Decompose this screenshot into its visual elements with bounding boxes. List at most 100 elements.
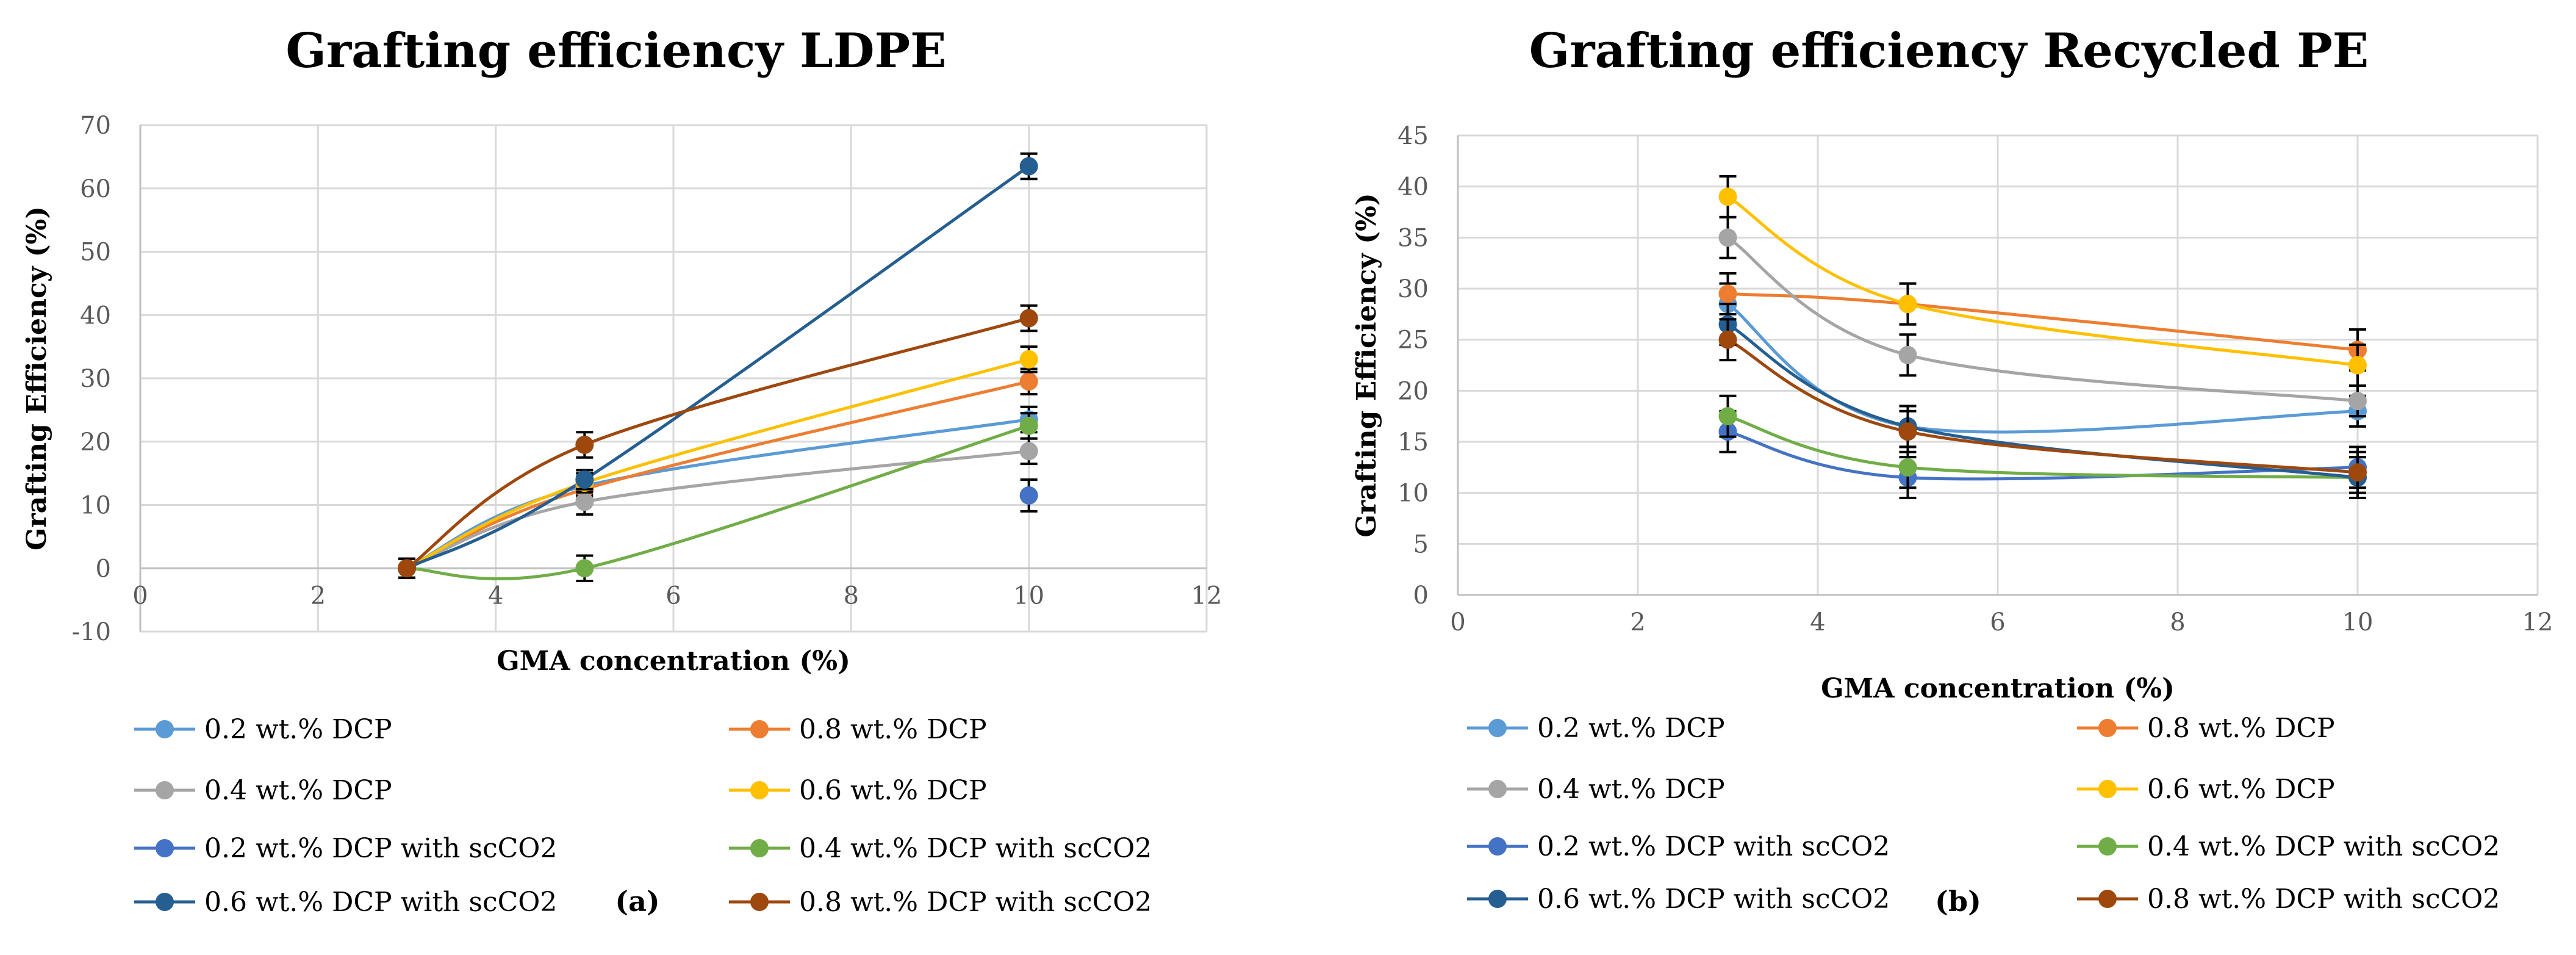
data-point: [1019, 416, 1038, 435]
y-tick-label: 30: [1397, 275, 1429, 303]
x-tick-label: 8: [2170, 608, 2185, 636]
y-tick-label: 40: [80, 301, 111, 330]
data-point: [2348, 392, 2367, 411]
data-point: [1019, 157, 1038, 176]
chart-title: Grafting efficiency Recycled PE: [1529, 23, 2369, 79]
data-point: [1019, 442, 1038, 461]
legend-swatch-marker: [750, 893, 769, 911]
legend: 0.2 wt.% DCP 0.8 wt.% DCP 0.4 wt.% DCP 0.6 …: [1467, 713, 2500, 915]
legend-item: 0.2 wt.% DCP with scCO2: [134, 833, 557, 864]
y-tick-label: 70: [80, 112, 111, 140]
chart-panel-2: Grafting efficiency Recycled PE051015202…: [1351, 23, 2553, 918]
x-tick-label: 4: [1810, 608, 1825, 636]
data-point: [575, 470, 594, 489]
chart-title: Grafting efficiency LDPE: [285, 23, 946, 79]
y-tick-label: 0: [96, 555, 111, 583]
series-line: [1727, 303, 2358, 434]
data-point: [1718, 407, 1737, 426]
y-axis-title: Grafting Efficiency (%): [1351, 193, 1382, 537]
legend-swatch-marker: [156, 893, 174, 911]
y-tick-label: 60: [80, 175, 111, 203]
data-point: [575, 559, 594, 578]
panel-label: (b): [1935, 885, 1981, 918]
legend-swatch-marker: [2098, 890, 2117, 908]
series-line: [406, 165, 1030, 570]
legend-label: 0.8 wt.% DCP: [799, 714, 987, 745]
x-tick-label: 4: [488, 582, 503, 610]
legend-item: 0.8 wt.% DCP: [729, 714, 987, 745]
legend-swatch-marker: [156, 781, 174, 799]
legend-item: 0.6 wt.% DCP: [2077, 774, 2335, 805]
legend-item: 0.4 wt.% DCP with scCO2: [729, 833, 1152, 864]
data-point: [575, 435, 594, 454]
legend-item: 0.2 wt.% DCP with scCO2: [1467, 831, 1890, 862]
data-point: [1898, 295, 1917, 314]
data-point: [1019, 350, 1038, 369]
legend-label: 0.4 wt.% DCP: [204, 775, 392, 806]
legend-item: 0.2 wt.% DCP: [134, 714, 392, 745]
legend-label: 0.6 wt.% DCP: [799, 775, 987, 806]
y-tick-label: 0: [1413, 582, 1429, 610]
x-tick-label: 12: [1191, 582, 1222, 610]
series-line: [1727, 292, 2358, 351]
x-tick-label: 10: [2342, 608, 2373, 636]
y-axis-title: Grafting Efficiency (%): [21, 206, 52, 550]
x-axis-title: GMA concentration (%): [497, 646, 850, 677]
x-tick-label: 0: [132, 582, 148, 610]
x-tick-label: 0: [1450, 608, 1465, 636]
data-point: [1019, 309, 1038, 328]
chart-panel-1: Grafting efficiency LDPE-100102030405060…: [21, 23, 1222, 918]
x-tick-label: 2: [310, 582, 326, 610]
legend: 0.2 wt.% DCP 0.8 wt.% DCP 0.4 wt.% DCP 0.6 …: [134, 714, 1152, 918]
series-line: [1727, 338, 2358, 474]
x-tick-label: 6: [666, 582, 681, 610]
legend-item: 0.6 wt.% DCP: [729, 775, 987, 806]
series-line: [1727, 430, 2358, 481]
legend-label: 0.6 wt.% DCP: [2147, 774, 2335, 805]
data-point: [1898, 422, 1917, 441]
data-point: [2348, 463, 2367, 482]
y-tick-label: 30: [80, 365, 111, 393]
series-line: [1727, 236, 2358, 403]
legend-swatch-marker: [2098, 780, 2117, 798]
y-tick-label: 10: [80, 492, 111, 520]
x-tick-label: 10: [1013, 582, 1044, 610]
x-tick-label: 6: [1990, 608, 2005, 636]
series-line: [406, 424, 1030, 581]
legend-item: 0.8 wt.% DCP: [2077, 713, 2335, 744]
series-line: [406, 358, 1030, 570]
legend-item: 0.6 wt.% DCP with scCO2: [134, 887, 557, 918]
legend-label: 0.2 wt.% DCP: [1537, 713, 1725, 744]
y-tick-label: 15: [1397, 428, 1429, 456]
x-tick-label: 8: [844, 582, 859, 610]
x-tick-label: 12: [2522, 608, 2553, 636]
data-point: [1718, 187, 1737, 206]
y-tick-label: 5: [1413, 530, 1429, 558]
series-group: [398, 152, 1038, 582]
series-group: [1718, 175, 2367, 500]
legend-swatch-marker: [1488, 719, 1507, 737]
legend-label: 0.6 wt.% DCP with scCO2: [1537, 884, 1890, 915]
legend-label: 0.8 wt.% DCP with scCO2: [2147, 884, 2500, 915]
legend-swatch-marker: [1488, 780, 1507, 798]
legend-swatch-marker: [2098, 837, 2117, 856]
data-point: [1898, 345, 1917, 364]
data-point: [575, 492, 594, 511]
gridlines: [139, 124, 1208, 633]
legend-swatch-marker: [750, 839, 769, 857]
series-line: [406, 380, 1030, 570]
legend-label: 0.2 wt.% DCP with scCO2: [1537, 831, 1890, 862]
legend-label: 0.4 wt.% DCP with scCO2: [2147, 831, 2500, 862]
data-point: [1019, 486, 1038, 505]
x-tick-label: 2: [1630, 608, 1645, 636]
y-tick-label: 45: [1397, 122, 1429, 150]
legend-item: 0.8 wt.% DCP with scCO2: [2077, 884, 2500, 915]
data-point: [1718, 228, 1737, 247]
y-tick-label: 40: [1397, 173, 1429, 201]
series-line: [1727, 195, 2358, 367]
series-line: [1727, 323, 2358, 480]
series-line: [406, 317, 1030, 570]
data-point: [398, 559, 416, 578]
legend-label: 0.6 wt.% DCP with scCO2: [204, 887, 557, 918]
y-tick-label: 20: [1397, 377, 1429, 405]
